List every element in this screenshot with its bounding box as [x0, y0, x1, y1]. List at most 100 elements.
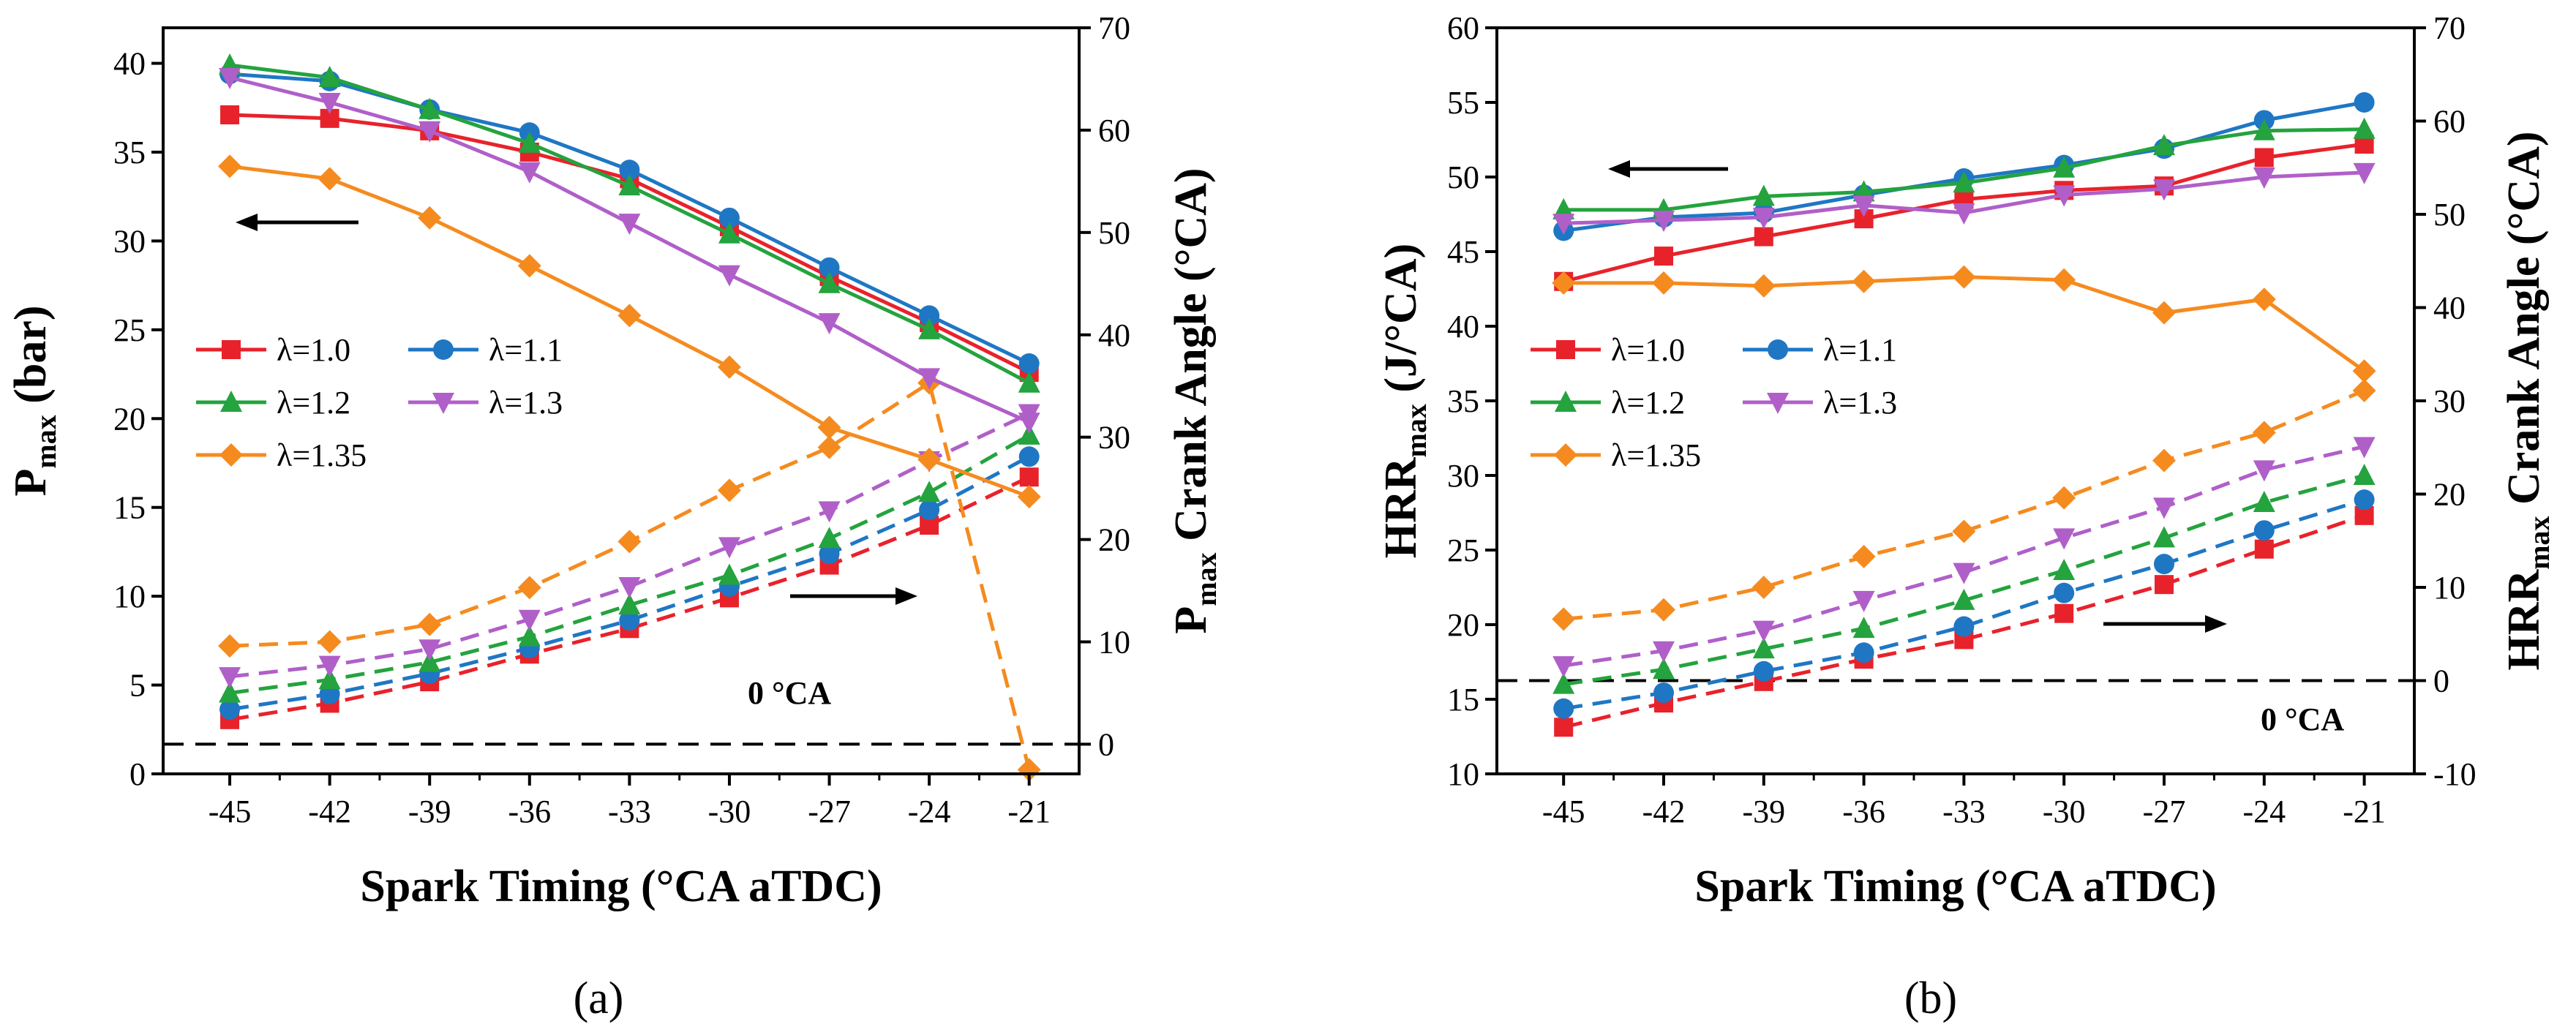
legend-marker-1 [433, 339, 454, 360]
hrr-point-3-2 [1752, 208, 1775, 230]
y-left-tick-label-2: 20 [1447, 607, 1479, 643]
hrr-point-3-3 [1852, 195, 1875, 217]
crank-angle-point-4-0 [218, 634, 242, 658]
y-left-axis-title: HRRmax (J/°CA) [1376, 244, 1432, 558]
hrr-point-4-3 [1852, 269, 1876, 293]
x-tick-label-1: -42 [1642, 794, 1686, 829]
crank-angle-point-1-0 [1553, 698, 1574, 719]
crank-angle-point-3-0 [1552, 656, 1575, 678]
pmax-point-4-4 [617, 304, 642, 328]
crank-angle-point-2-0 [1552, 672, 1575, 694]
hrr-point-0-2 [1754, 227, 1773, 246]
hrr-point-3-1 [1653, 211, 1675, 233]
pmax-point-3-5 [718, 265, 740, 287]
crank-angle-point-2-3 [1852, 617, 1875, 639]
x-tick-label-0: -45 [1542, 794, 1585, 829]
crank-angle-point-1-2 [1753, 660, 1774, 682]
hrr-point-2-5 [2053, 156, 2076, 178]
crank-angle-point-2-2 [1752, 637, 1775, 659]
x-tick-label-6: -27 [2143, 794, 2186, 829]
crank-angle-point-3-6 [2153, 497, 2175, 519]
pmax-point-3-2 [418, 121, 441, 143]
hrr-point-2-7 [2253, 118, 2275, 140]
crank-angle-point-2-7 [2253, 490, 2275, 512]
crank-angle-point-3-5 [2053, 528, 2076, 550]
crank-angle-point-2-8 [2353, 464, 2376, 485]
pmax-point-2-7 [918, 317, 941, 339]
crank-angle-point-2-4 [618, 593, 641, 615]
crank-angle-point-4-4 [617, 530, 642, 554]
crank-angle-point-2-2 [418, 650, 441, 672]
pmax-point-4-1 [318, 167, 342, 191]
legend-marker-4 [219, 443, 243, 467]
hrr-point-4-2 [1751, 274, 1776, 298]
pmax-point-1-8 [1018, 353, 1040, 374]
crank-angle-point-0-7 [2254, 539, 2274, 559]
panel-a-label: (a) [574, 974, 624, 1023]
y-right-tick-label-2: 20 [1098, 522, 1130, 558]
legend-marker-0 [222, 340, 241, 359]
legend-label-2: λ=1.2 [1611, 385, 1685, 421]
y-left-tick-label-9: 55 [1447, 85, 1479, 121]
crank-angle-point-3-2 [1752, 620, 1775, 642]
crank-angle-point-4-5 [717, 478, 741, 503]
crank-angle-point-3-0 [219, 667, 241, 689]
hrr-point-0-1 [1654, 246, 1673, 266]
legend-label-0: λ=1.0 [1611, 332, 1685, 368]
crank-angle-point-4-6 [2152, 448, 2176, 473]
crank-angle-point-4-5 [2052, 486, 2076, 510]
legend-marker-3 [432, 393, 454, 414]
legend-label-2: λ=1.2 [277, 385, 350, 421]
legend-label-3: λ=1.3 [489, 385, 563, 421]
pmax-point-4-7 [917, 448, 942, 472]
y-left-tick-label-5: 35 [1447, 383, 1479, 419]
hrr-point-3-4 [1953, 203, 1975, 225]
y-right-tick-label-1: 10 [1098, 625, 1130, 660]
hrr-point-3-7 [2253, 168, 2275, 189]
crank-angle-point-1-8 [2354, 489, 2375, 511]
x-tick-label-4: -33 [608, 794, 651, 829]
pmax-point-3-7 [918, 368, 941, 390]
hrr-point-4-6 [2152, 301, 2176, 325]
crank-angle-point-2-5 [718, 563, 740, 585]
x-tick-label-4: -33 [1942, 794, 1986, 829]
x-tick-label-2: -39 [1742, 794, 1785, 829]
pmax-point-2-4 [618, 174, 641, 196]
crank-angle-point-4-2 [418, 612, 442, 636]
crank-angle-point-3-1 [1653, 641, 1675, 663]
crank-angle-point-1-3 [1853, 642, 1874, 663]
hrr-point-3-8 [2353, 162, 2376, 184]
legend-marker-2 [1555, 391, 1577, 412]
pmax-point-3-4 [618, 214, 641, 236]
crank-angle-point-4-0 [1552, 607, 1576, 631]
panel-a-chart: λ=1.0 λ=1.1λ=1.2 λ=1.3λ=1.35 -45 -42 -39 -36-… [6, 10, 1223, 1023]
crank-angle-point-2-4 [1953, 588, 1975, 610]
x-tick-label-2: -39 [408, 794, 451, 829]
pmax-point-3-1 [318, 93, 341, 114]
pmax-point-4-3 [517, 254, 541, 278]
pmax-point-3-6 [818, 313, 841, 335]
y-left-tick-label-0: 0 [129, 756, 146, 792]
crank-angle-point-0-0 [1554, 718, 1574, 737]
crank-angle-point-2-3 [518, 625, 541, 647]
y-right-tick-label-6: 60 [1098, 113, 1130, 148]
hrr-point-4-4 [1952, 265, 1976, 289]
pmax-point-1-5 [718, 207, 740, 228]
y-right-tick-label-8: 70 [2433, 10, 2466, 46]
legend-label-3: λ=1.3 [1823, 385, 1897, 421]
crank-angle-point-3-3 [1852, 590, 1875, 612]
y-left-tick-label-3: 15 [113, 490, 146, 526]
x-axis-title: Spark Timing (°CA aTDC) [1694, 862, 2216, 911]
y-left-tick-label-10: 60 [1447, 10, 1479, 46]
legend-marker-0 [1556, 340, 1575, 359]
crank-angle-point-1-7 [919, 500, 940, 521]
crank-angle-point-1-7 [2253, 520, 2275, 541]
crank-angle-point-2-1 [1653, 658, 1675, 680]
y-left-tick-label-5: 25 [113, 312, 146, 348]
crank-angle-point-2-7 [918, 481, 941, 503]
x-tick-label-5: -30 [2043, 794, 2086, 829]
y-left-tick-label-8: 40 [113, 46, 146, 82]
panel-a-series [163, 53, 1079, 782]
y-left-tick-label-0: 10 [1447, 756, 1479, 792]
